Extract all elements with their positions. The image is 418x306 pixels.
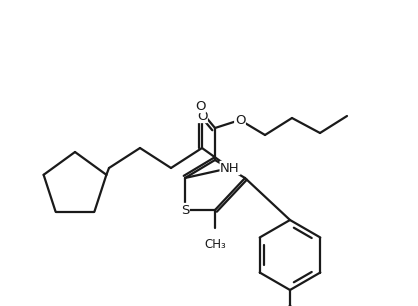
Text: O: O — [197, 110, 207, 122]
Text: O: O — [235, 114, 245, 126]
Text: S: S — [181, 203, 189, 217]
Text: NH: NH — [220, 162, 240, 174]
Text: O: O — [195, 99, 205, 113]
Text: CH₃: CH₃ — [204, 238, 226, 251]
